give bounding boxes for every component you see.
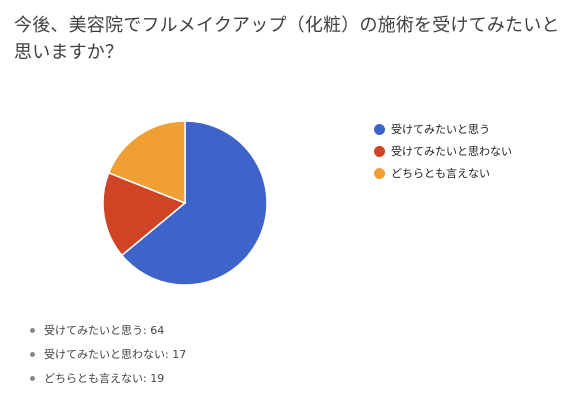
legend-swatch-0 <box>374 123 385 135</box>
pie-slice-2[interactable] <box>107 120 186 205</box>
summary-item-2: どちらとも言えない: 19 <box>30 366 186 390</box>
legend-swatch-1 <box>374 145 385 157</box>
legend-item-0[interactable]: 受けてみたいと思う <box>374 118 512 140</box>
bullet-icon <box>30 375 35 381</box>
chart-title: 今後、美容院でフルメイクアップ（化粧）の施術を受けてみたいと思いますか？ <box>14 15 560 63</box>
bullet-icon <box>30 327 35 333</box>
pie-slice-0[interactable] <box>120 120 268 286</box>
legend-label-0: 受けてみたいと思う <box>391 123 490 136</box>
summary-text-2: どちらとも言えない: 19 <box>44 372 165 385</box>
chart-legend: 受けてみたいと思う 受けてみたいと思わない どちらとも言えない <box>374 118 512 184</box>
legend-item-2[interactable]: どちらとも言えない <box>374 162 512 184</box>
legend-label-2: どちらとも言えない <box>391 167 490 180</box>
pie-slice-1[interactable] <box>102 171 187 257</box>
legend-label-1: 受けてみたいと思わない <box>391 145 512 158</box>
summary-text-1: 受けてみたいと思わない: 17 <box>44 348 187 361</box>
bullet-icon <box>30 351 35 357</box>
legend-swatch-2 <box>374 167 385 179</box>
summary-text-0: 受けてみたいと思う: 64 <box>44 324 165 337</box>
summary-item-1: 受けてみたいと思わない: 17 <box>30 342 186 366</box>
legend-item-1[interactable]: 受けてみたいと思わない <box>374 140 512 162</box>
summary-item-0: 受けてみたいと思う: 64 <box>30 318 186 342</box>
summary-list: 受けてみたいと思う: 64 受けてみたいと思わない: 17 どちらとも言えない:… <box>30 318 186 390</box>
